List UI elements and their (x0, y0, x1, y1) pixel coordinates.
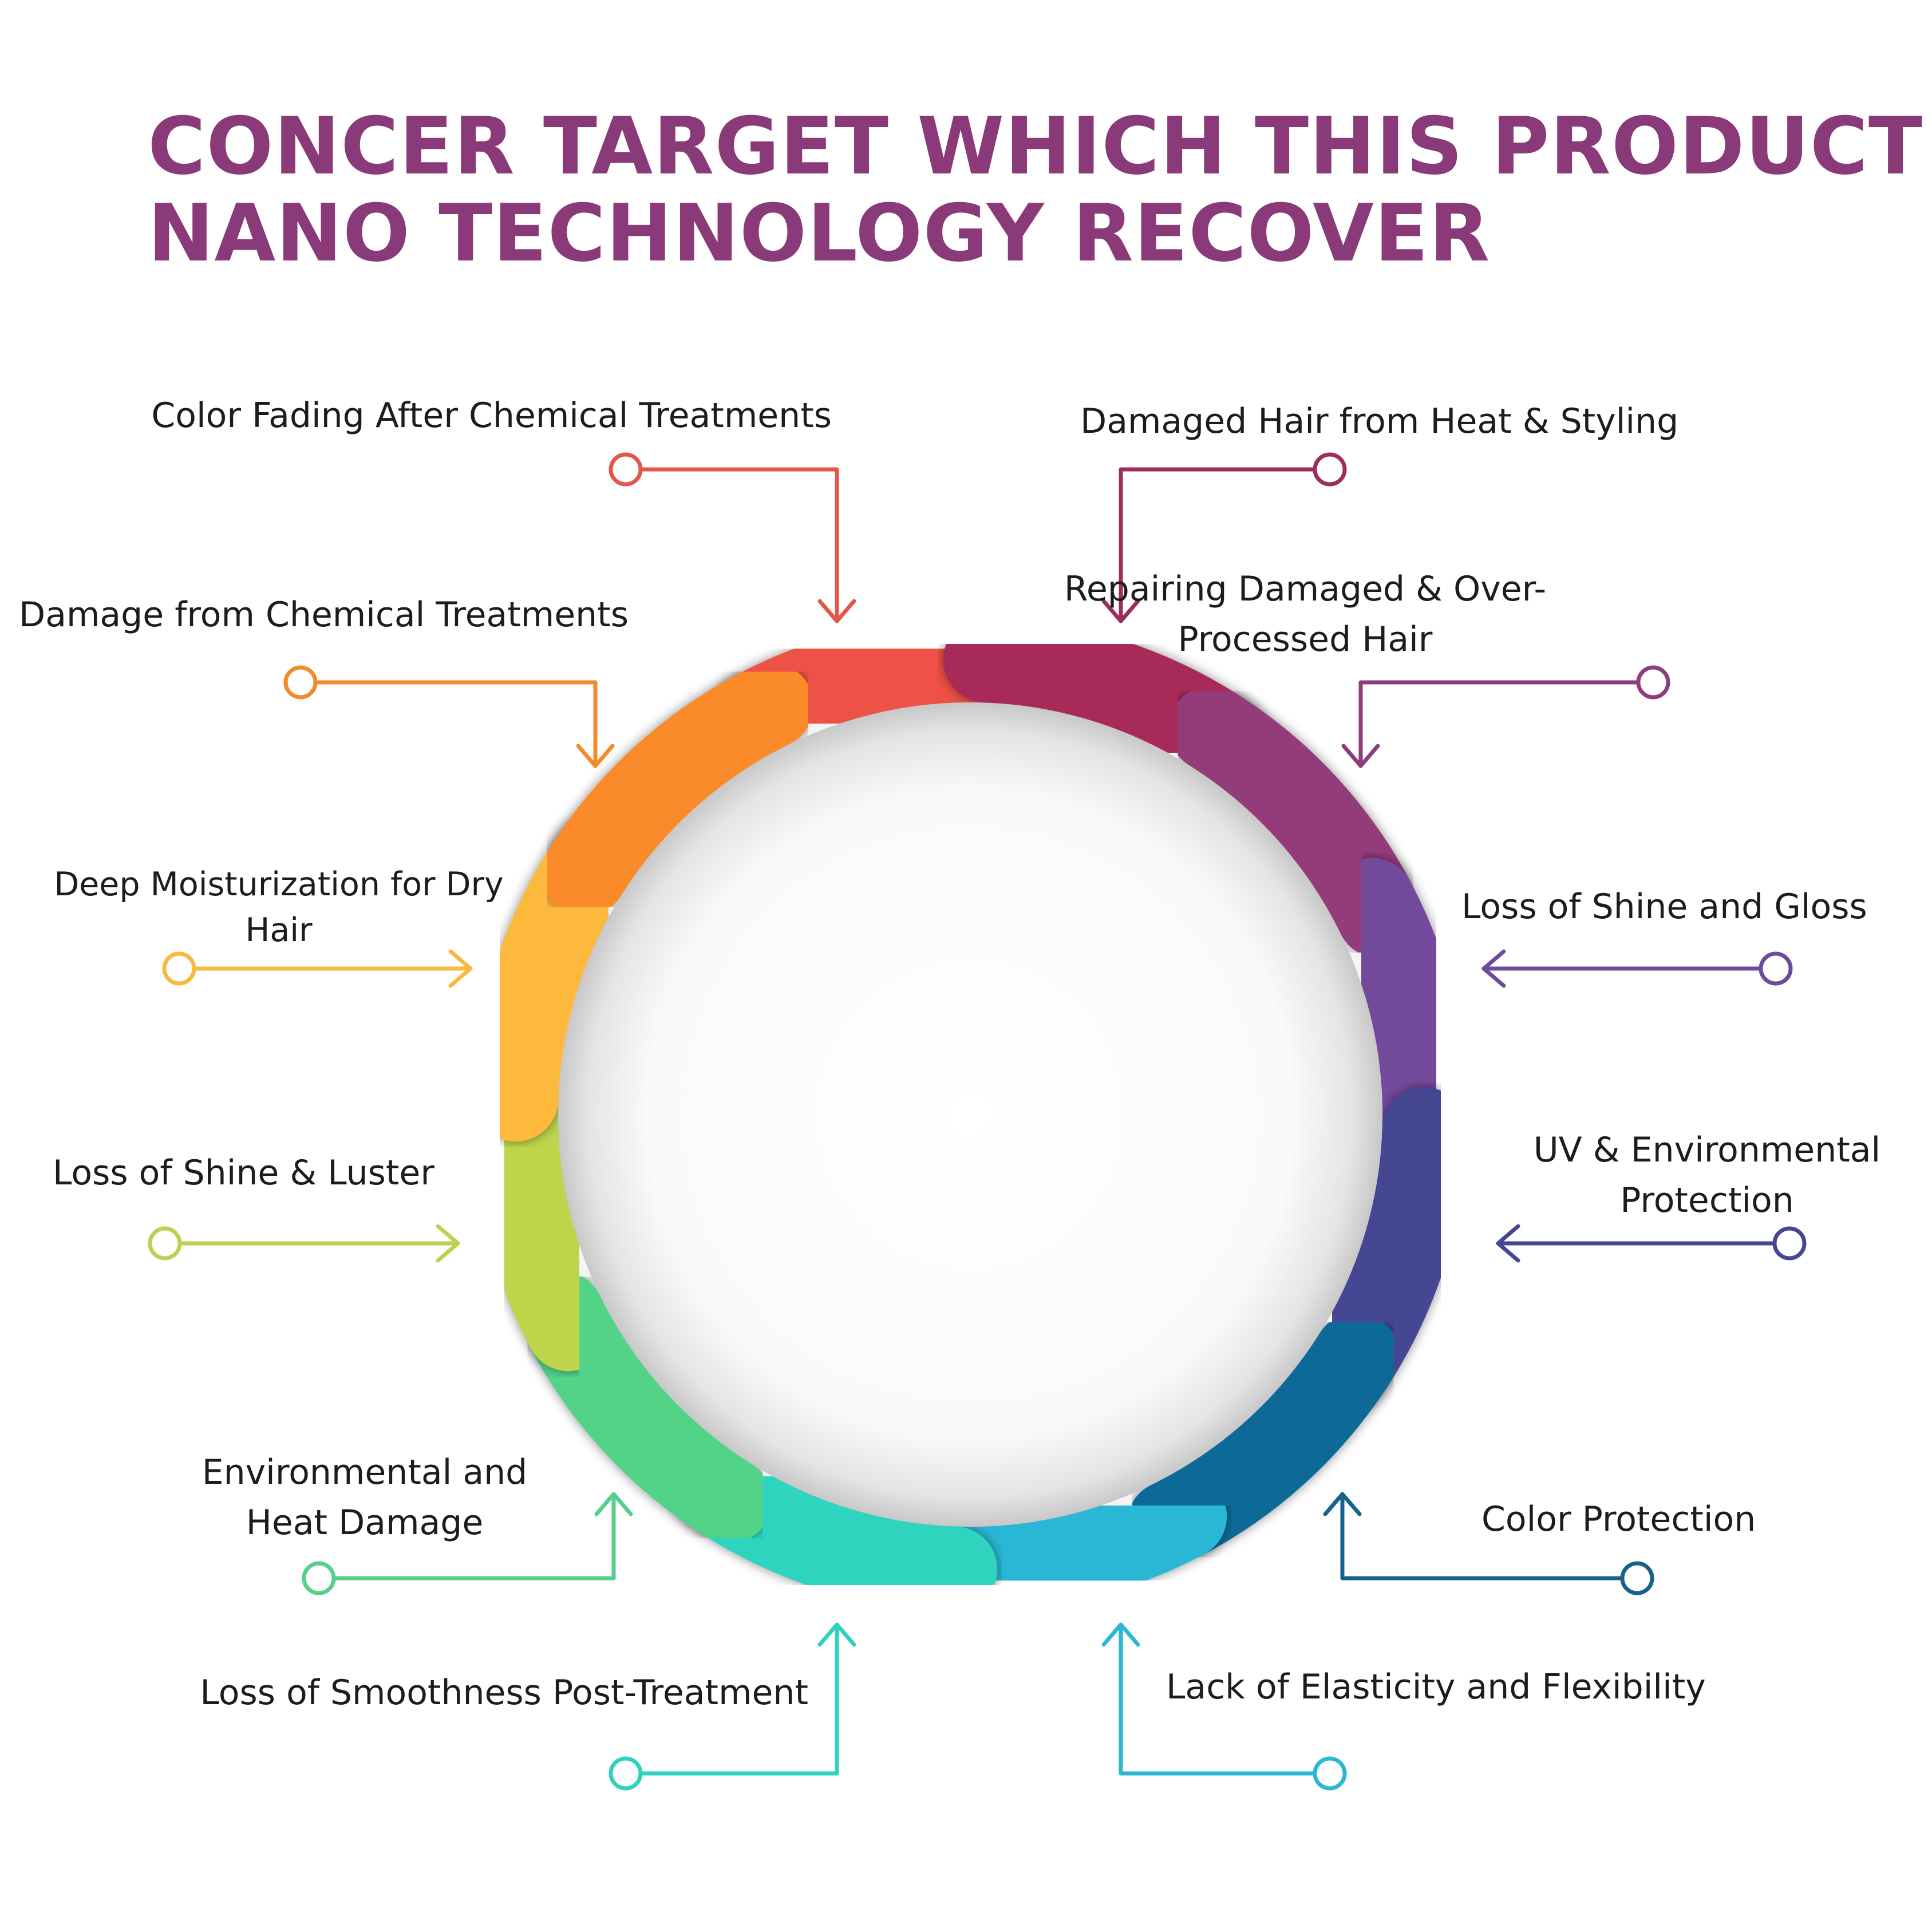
circle-marker-icon (162, 951, 196, 986)
connector-loss-shine-luster (148, 1224, 460, 1263)
circle-marker-icon (609, 1756, 643, 1791)
arrow-head-icon (576, 744, 615, 768)
label-elasticity: Lack of Elasticity and Flexibility (1166, 1667, 1706, 1707)
connector-line (1119, 467, 1317, 623)
label-color-fading: Color Fading After Chemical Treatments (151, 396, 832, 436)
connector-damaged-heat (1101, 452, 1347, 623)
circle-marker-icon (302, 1561, 336, 1595)
circle-marker-icon (609, 452, 643, 487)
circle-marker-icon (283, 665, 318, 700)
connector-color-protection (1323, 1492, 1654, 1595)
connector-color-fading (609, 452, 856, 623)
arrow-head-icon (1323, 1492, 1362, 1516)
label-deep-moisturization: Deep Moisturization for Dry Hair (0, 862, 565, 953)
connector-line (1340, 1492, 1625, 1581)
arrow-head-icon (817, 599, 856, 623)
arrow-head-icon (436, 1224, 460, 1263)
connector-line (1358, 680, 1641, 768)
connector-line (331, 1492, 616, 1581)
label-deep-moisturization-line-2: Hair (245, 911, 313, 949)
label-uv-line-2: Protection (1620, 1180, 1794, 1220)
page-title: CONCER TARGET WHICH THIS PRODUCT NANO TE… (148, 100, 1923, 279)
label-env-heat-line-1: Environmental and (202, 1452, 528, 1492)
connector-elasticity (1101, 1622, 1347, 1791)
ring-center (558, 702, 1382, 1527)
circle-marker-icon (1620, 1561, 1654, 1595)
arrow-head-icon (1341, 744, 1380, 768)
label-deep-moisturization-line-1: Deep Moisturization for Dry (54, 866, 504, 903)
connector-smoothness (609, 1622, 856, 1791)
circle-marker-icon (1313, 1756, 1347, 1791)
label-uv-protection: UV & Environmental Protection (1449, 1125, 1932, 1226)
label-repairing-line-2: Processed Hair (1178, 619, 1433, 659)
circle-marker-icon (1313, 452, 1347, 487)
circle-marker-icon (1759, 951, 1793, 986)
label-smoothness: Loss of Smoothness Post-Treatment (200, 1673, 808, 1713)
connector-line (313, 680, 598, 768)
connector-line (1119, 1622, 1317, 1776)
ring-segments (472, 617, 1468, 1613)
label-uv-line-1: UV & Environmental (1533, 1130, 1881, 1170)
arrow-head-icon (817, 1622, 856, 1647)
ring-segment-icon (541, 662, 814, 916)
label-env-heat-line-2: Heat Damage (246, 1503, 484, 1543)
connector-loss-shine-gloss (1481, 949, 1793, 988)
connector-damage-chemical (283, 665, 615, 768)
connector-env-heat (302, 1492, 633, 1595)
circle-marker-icon (1636, 665, 1670, 700)
connector-line (638, 467, 839, 623)
label-env-heat: Environmental and Heat Damage (107, 1447, 622, 1548)
arrow-head-icon (1101, 1622, 1140, 1647)
label-repairing-line-1: Repairing Damaged & Over- (1064, 569, 1547, 609)
circle-marker-icon (1772, 1226, 1807, 1261)
circle-marker-icon (148, 1226, 182, 1261)
connector-line (638, 1622, 839, 1776)
label-loss-shine-gloss: Loss of Shine and Gloss (1461, 887, 1867, 927)
connector-repairing (1341, 665, 1670, 768)
arrow-head-icon (1496, 1224, 1520, 1263)
label-loss-shine-luster: Loss of Shine & Luster (53, 1153, 435, 1193)
arrow-head-icon (1481, 949, 1506, 988)
label-repairing: Repairing Damaged & Over- Processed Hair (990, 564, 1620, 665)
title-line-2: NANO TECHNOLOGY RECOVER (148, 187, 1491, 279)
label-color-protection: Color Protection (1481, 1499, 1756, 1539)
title-line-1: CONCER TARGET WHICH THIS PRODUCT (148, 100, 1923, 192)
connector-deep-moisturization (162, 949, 473, 988)
arrow-head-icon (1101, 599, 1140, 623)
label-damage-chemical: Damage from Chemical Treatments (19, 595, 629, 635)
connector-uv-protection (1496, 1224, 1807, 1263)
label-damaged-heat: Damaged Hair from Heat & Styling (1080, 401, 1679, 441)
arrow-head-icon (594, 1492, 633, 1516)
arrow-head-icon (448, 949, 473, 988)
